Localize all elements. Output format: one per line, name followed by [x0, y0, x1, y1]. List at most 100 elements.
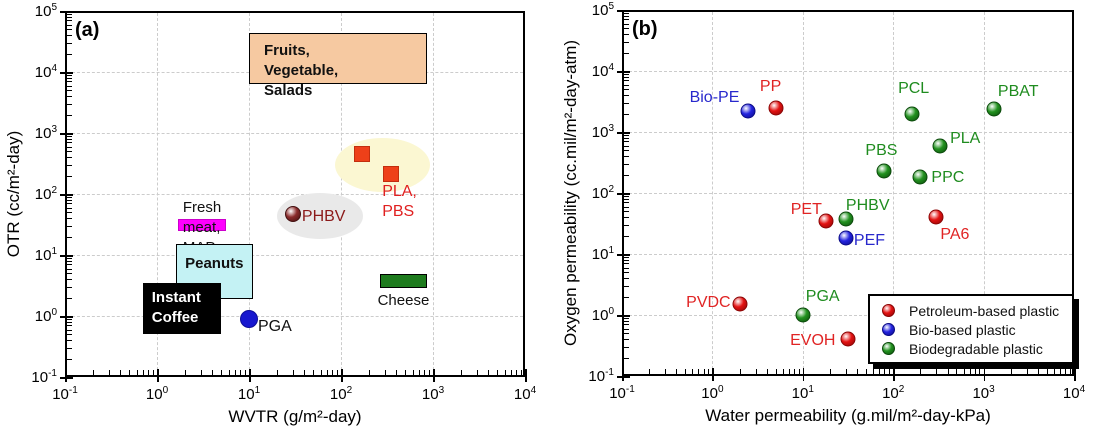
x-axis-minor-tick: [739, 369, 741, 374]
y-axis-minor-tick: [624, 217, 629, 219]
x-axis-minor-tick: [1010, 369, 1012, 374]
x-axis-minor-tick: [424, 370, 426, 375]
y-axis-minor-tick: [67, 218, 72, 220]
y-axis-minor-tick: [67, 264, 72, 266]
y-axis-major-tick: [60, 11, 73, 13]
y-axis-minor-tick: [67, 77, 72, 79]
data-point-pga: [795, 307, 811, 323]
x-axis-minor-tick: [1065, 369, 1067, 374]
gridline-horizontal: [67, 194, 523, 195]
data-point-pef: [838, 230, 854, 246]
x-axis-minor-tick: [244, 370, 246, 375]
x-axis-minor-tick: [920, 369, 922, 374]
y-axis-minor-tick: [67, 24, 72, 26]
y-axis-minor-tick: [67, 151, 72, 153]
y-axis-minor-tick: [67, 164, 72, 166]
y-axis-minor-tick: [624, 296, 629, 298]
x-axis-minor-tick: [412, 370, 414, 375]
x-tick-label: 100: [701, 384, 724, 402]
gridline-horizontal: [67, 133, 523, 134]
y-axis-minor-tick: [67, 81, 72, 83]
point-label-pet: PET: [790, 200, 822, 218]
y-axis-minor-tick: [67, 146, 72, 148]
y-tick-label: 10-1: [31, 368, 57, 386]
x-axis-major-tick: [65, 369, 67, 382]
y-axis-minor-tick: [67, 90, 72, 92]
y-axis-minor-tick: [624, 267, 629, 269]
x-axis-minor-tick: [488, 370, 490, 375]
point-label-bio-pe: Bio-PE: [689, 89, 740, 107]
x-axis-minor-tick: [1059, 369, 1061, 374]
y-axis-minor-tick: [67, 175, 72, 177]
x-axis-minor-tick: [326, 370, 328, 375]
x-tick-label: 104: [1062, 384, 1086, 402]
x-axis-major-tick: [1074, 368, 1076, 381]
x-axis-minor-tick: [184, 370, 186, 375]
y-axis-major-tick: [60, 133, 73, 135]
x-axis-minor-tick: [396, 370, 398, 375]
y-axis-minor-tick: [624, 95, 629, 97]
data-point-bio-pe: [740, 103, 756, 119]
point-label-ppc: PPC: [931, 169, 965, 187]
y-tick-label: 10-1: [588, 367, 614, 385]
y-axis-major-tick: [617, 376, 630, 378]
data-point-pla-pbs-marker-2: [383, 166, 400, 183]
y-axis-major-tick: [60, 194, 73, 196]
x-tick-label: 104: [513, 385, 537, 403]
x-axis-minor-tick: [979, 369, 981, 374]
x-axis-minor-tick: [221, 370, 223, 375]
x-axis-minor-tick: [1026, 369, 1028, 374]
y-axis-minor-tick: [67, 325, 72, 327]
point-label-pga: PGA: [258, 317, 292, 335]
y-axis-minor-tick: [624, 15, 629, 17]
x-axis-minor-tick: [947, 369, 949, 374]
x-axis-major-tick: [341, 369, 343, 382]
x-tick-label: 102: [329, 385, 353, 403]
x-axis-minor-tick: [428, 370, 430, 375]
data-point-phbv: [838, 211, 854, 227]
y-tick-label: 105: [591, 1, 614, 19]
region-instant-coffee: [142, 282, 222, 335]
y-tick-label: 101: [34, 246, 57, 264]
region-fruits-vegetable-salads: [249, 33, 427, 84]
y-axis-minor-tick: [67, 297, 72, 299]
y-axis-minor-tick: [624, 163, 629, 165]
x-axis-minor-tick: [516, 370, 518, 375]
x-axis-minor-tick: [685, 369, 687, 374]
region-label-peanuts: Peanuts: [185, 255, 244, 273]
x-axis-major-tick: [893, 368, 895, 381]
y-axis-minor-tick: [624, 145, 629, 147]
y-axis-minor-tick: [67, 20, 72, 22]
legend-label-bio: Bio-based plastic: [909, 321, 1016, 338]
data-point-pga: [240, 309, 258, 328]
data-point-pla-pbs-marker-1: [354, 145, 371, 162]
y-axis-minor-tick: [624, 285, 629, 287]
y-axis-minor-tick: [67, 279, 72, 281]
x-axis-minor-tick: [384, 370, 386, 375]
y-axis-minor-tick: [67, 286, 72, 288]
x-axis-minor-tick: [963, 369, 965, 374]
x-axis-major-tick: [622, 368, 624, 381]
y-axis-minor-tick: [624, 198, 629, 200]
x-axis-major-tick: [249, 369, 251, 382]
x-axis-minor-tick: [956, 369, 958, 374]
y-axis-minor-tick: [624, 113, 629, 115]
y-axis-minor-tick: [67, 329, 72, 331]
x-axis-minor-tick: [476, 370, 478, 375]
x-axis-minor-tick: [676, 369, 678, 374]
x-axis-minor-tick: [1069, 369, 1071, 374]
y-axis-minor-tick: [67, 257, 72, 259]
y-tick-label: 104: [591, 62, 614, 80]
y-axis-minor-tick: [624, 346, 629, 348]
x-axis-minor-tick: [1053, 369, 1055, 374]
y-axis-minor-tick: [624, 235, 629, 237]
y-axis-minor-tick: [624, 202, 629, 204]
gridline-horizontal: [624, 132, 1072, 133]
y-axis-minor-tick: [624, 317, 629, 319]
x-axis-minor-tick: [755, 369, 757, 374]
gridline-horizontal: [624, 71, 1072, 72]
x-axis-minor-tick: [1046, 369, 1048, 374]
y-axis-minor-tick: [624, 272, 629, 274]
x-axis-minor-tick: [788, 369, 790, 374]
y-axis-minor-tick: [624, 76, 629, 78]
